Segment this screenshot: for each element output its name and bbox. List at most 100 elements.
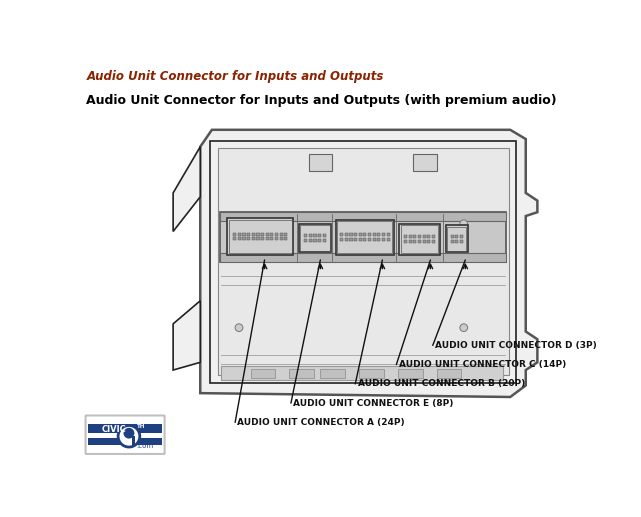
Bar (413, 235, 417, 238)
Bar (409, 240, 412, 243)
Bar (266, 233, 269, 236)
Bar (354, 238, 357, 241)
Polygon shape (200, 130, 537, 397)
Bar (437, 369, 462, 378)
Bar (345, 238, 348, 241)
Text: CIVIC: CIVIC (102, 425, 127, 434)
Bar (378, 233, 381, 236)
Bar (413, 155, 437, 171)
Circle shape (460, 324, 468, 331)
Bar (88, 438, 162, 446)
Text: .com: .com (136, 443, 153, 449)
Bar (228, 218, 293, 254)
Bar (322, 239, 326, 242)
Bar (289, 369, 314, 378)
Text: AUDIO UNIT CONNECTOR C (14P): AUDIO UNIT CONNECTOR C (14P) (399, 360, 566, 369)
Bar (266, 237, 269, 240)
Bar (304, 239, 307, 242)
Bar (404, 235, 407, 238)
Bar (252, 237, 255, 240)
Bar (422, 235, 426, 238)
Bar (279, 237, 283, 240)
Bar (221, 366, 503, 380)
Bar (247, 233, 250, 236)
Circle shape (235, 324, 243, 331)
Text: TH: TH (137, 424, 145, 429)
Bar (451, 235, 454, 238)
Circle shape (235, 220, 243, 227)
Bar (261, 233, 264, 236)
Bar (460, 235, 463, 238)
Bar (242, 233, 246, 236)
Bar (378, 238, 381, 241)
Bar (349, 238, 353, 241)
Bar (238, 233, 241, 236)
Bar (210, 141, 517, 383)
Bar (132, 436, 135, 447)
Bar (368, 233, 371, 236)
Bar (451, 239, 454, 242)
Bar (251, 369, 276, 378)
Bar (359, 233, 362, 236)
Bar (446, 225, 468, 252)
Bar (428, 235, 430, 238)
Bar (432, 240, 435, 243)
Text: AUDIO UNIT CONNECTOR A (24P): AUDIO UNIT CONNECTOR A (24P) (237, 418, 405, 427)
Bar (363, 238, 367, 241)
Bar (247, 237, 250, 240)
Bar (271, 237, 274, 240)
Bar (401, 225, 438, 253)
Bar (382, 238, 385, 241)
Bar (88, 424, 162, 433)
Bar (359, 238, 362, 241)
Bar (252, 233, 255, 236)
Bar (363, 233, 367, 236)
Bar (320, 369, 345, 378)
Bar (313, 239, 317, 242)
Bar (220, 212, 506, 221)
Bar (309, 155, 332, 171)
Bar (313, 234, 317, 237)
Text: Audio Unit Connector for Inputs and Outputs: Audio Unit Connector for Inputs and Outp… (87, 70, 384, 83)
Bar (300, 225, 329, 251)
Bar (409, 235, 412, 238)
Bar (387, 238, 390, 241)
Bar (354, 233, 357, 236)
Text: Audio Unit Connector for Inputs and Outputs (with premium audio): Audio Unit Connector for Inputs and Outp… (87, 95, 557, 108)
Text: AUDIO UNIT CONNECTOR B (20P): AUDIO UNIT CONNECTOR B (20P) (358, 379, 525, 388)
Bar (387, 233, 390, 236)
Bar (340, 233, 343, 236)
Bar (304, 234, 307, 237)
Bar (238, 237, 241, 240)
Bar (256, 237, 260, 240)
Bar (285, 233, 287, 236)
Text: AUDIO UNIT CONNECTOR D (3P): AUDIO UNIT CONNECTOR D (3P) (435, 341, 597, 350)
Bar (345, 233, 348, 236)
Bar (229, 220, 292, 253)
Bar (233, 233, 237, 236)
Bar (428, 240, 430, 243)
Text: AUDIO UNIT CONNECTOR E (8P): AUDIO UNIT CONNECTOR E (8P) (293, 399, 454, 407)
Bar (256, 233, 260, 236)
FancyBboxPatch shape (85, 416, 165, 454)
Bar (336, 220, 394, 254)
Bar (432, 235, 435, 238)
Bar (318, 239, 321, 242)
Bar (299, 224, 331, 252)
Bar (455, 235, 458, 238)
Bar (382, 233, 385, 236)
Bar (337, 221, 392, 253)
Bar (418, 240, 421, 243)
Circle shape (118, 425, 140, 447)
Bar (399, 224, 440, 254)
Bar (220, 253, 506, 262)
Bar (460, 239, 463, 242)
Bar (275, 233, 278, 236)
Bar (218, 148, 509, 375)
Bar (447, 227, 466, 251)
Bar (322, 234, 326, 237)
Bar (359, 369, 384, 378)
Bar (404, 240, 407, 243)
Bar (340, 238, 343, 241)
Bar (233, 237, 237, 240)
